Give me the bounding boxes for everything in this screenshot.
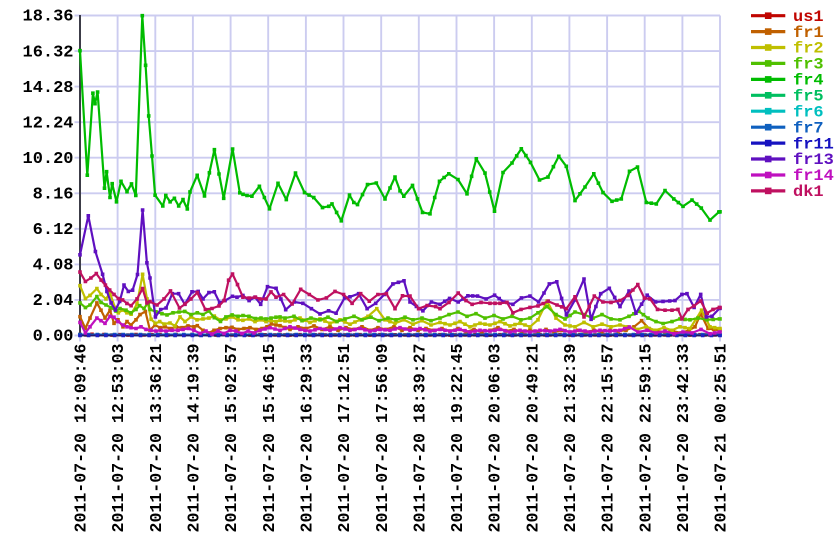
svg-text:fr3: fr3 bbox=[793, 56, 824, 74]
svg-text:2011-07-20 14:19:39: 2011-07-20 14:19:39 bbox=[185, 344, 204, 533]
svg-text:2011-07-20 22:15:57: 2011-07-20 22:15:57 bbox=[599, 344, 618, 533]
svg-text:fr6: fr6 bbox=[793, 103, 824, 121]
svg-text:fr14: fr14 bbox=[793, 167, 834, 185]
svg-text:2011-07-20 17:12:51: 2011-07-20 17:12:51 bbox=[335, 343, 354, 532]
svg-text:10.20: 10.20 bbox=[23, 149, 74, 168]
svg-text:us1: us1 bbox=[793, 8, 824, 26]
svg-text:fr2: fr2 bbox=[793, 40, 824, 58]
svg-text:12.24: 12.24 bbox=[23, 113, 74, 132]
svg-text:6.12: 6.12 bbox=[33, 220, 74, 239]
svg-text:2011-07-20 22:59:15: 2011-07-20 22:59:15 bbox=[636, 343, 655, 532]
svg-text:dk1: dk1 bbox=[793, 183, 824, 201]
svg-text:2011-07-20 17:56:09: 2011-07-20 17:56:09 bbox=[373, 344, 392, 533]
svg-text:2.04: 2.04 bbox=[33, 291, 74, 310]
svg-text:2011-07-20 20:49:21: 2011-07-20 20:49:21 bbox=[523, 343, 542, 532]
svg-text:2011-07-20 12:53:03: 2011-07-20 12:53:03 bbox=[109, 343, 128, 532]
svg-text:2011-07-20 16:29:33: 2011-07-20 16:29:33 bbox=[298, 343, 317, 532]
svg-text:fr13: fr13 bbox=[793, 151, 834, 169]
svg-text:0.00: 0.00 bbox=[33, 327, 74, 346]
svg-text:2011-07-20 20:06:03: 2011-07-20 20:06:03 bbox=[486, 343, 505, 532]
svg-text:2011-07-20 13:36:21: 2011-07-20 13:36:21 bbox=[147, 343, 166, 532]
svg-text:2011-07-21 00:25:51: 2011-07-21 00:25:51 bbox=[712, 343, 731, 532]
svg-text:2011-07-20 12:09:46: 2011-07-20 12:09:46 bbox=[72, 344, 91, 533]
svg-text:2011-07-20 23:42:33: 2011-07-20 23:42:33 bbox=[674, 343, 693, 532]
svg-text:2011-07-20 15:02:57: 2011-07-20 15:02:57 bbox=[222, 344, 241, 533]
svg-text:2011-07-20 19:22:45: 2011-07-20 19:22:45 bbox=[448, 343, 467, 532]
svg-text:2011-07-20 21:32:39: 2011-07-20 21:32:39 bbox=[561, 344, 580, 533]
svg-text:4.08: 4.08 bbox=[33, 256, 74, 275]
svg-text:fr5: fr5 bbox=[793, 88, 824, 106]
svg-text:8.16: 8.16 bbox=[33, 185, 74, 204]
svg-text:18.36: 18.36 bbox=[23, 7, 74, 26]
svg-text:fr4: fr4 bbox=[793, 72, 824, 90]
svg-text:14.28: 14.28 bbox=[23, 78, 74, 97]
svg-text:fr11: fr11 bbox=[793, 135, 834, 153]
svg-text:2011-07-20 18:39:27: 2011-07-20 18:39:27 bbox=[410, 344, 429, 533]
svg-text:16.32: 16.32 bbox=[23, 42, 74, 61]
svg-text:2011-07-20 15:46:15: 2011-07-20 15:46:15 bbox=[260, 343, 279, 532]
svg-text:fr7: fr7 bbox=[793, 119, 824, 137]
svg-text:fr1: fr1 bbox=[793, 24, 824, 42]
